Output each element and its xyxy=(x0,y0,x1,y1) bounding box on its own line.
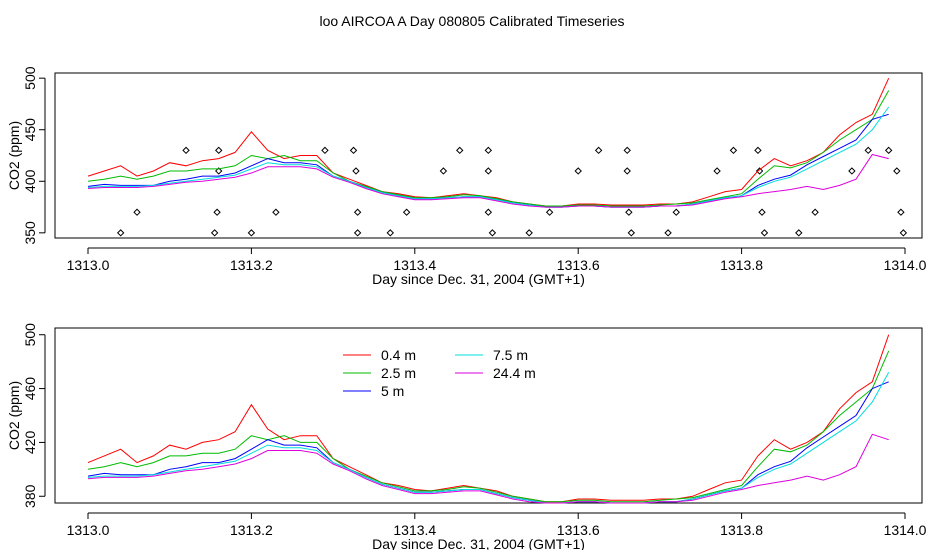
flag-marker xyxy=(352,167,360,175)
flag-marker xyxy=(755,167,764,175)
flag-marker xyxy=(625,208,633,216)
flag-marker xyxy=(272,208,280,216)
y-axis-label: CO2 (ppm) xyxy=(6,381,22,450)
x-tick-label: 1313.0 xyxy=(67,257,110,273)
flag-marker xyxy=(456,146,464,155)
flag-marker xyxy=(848,167,856,175)
flag-marker xyxy=(795,229,803,237)
x-tick-label: 1314.0 xyxy=(884,522,927,538)
flag-marker xyxy=(321,146,329,155)
flag-marker xyxy=(811,208,819,216)
y-tick-label: 500 xyxy=(22,66,38,90)
flag-marker xyxy=(386,229,394,237)
flag-marker xyxy=(247,229,256,237)
plot-frame xyxy=(54,72,923,239)
flag-marker xyxy=(627,229,636,237)
flag-marker xyxy=(623,146,631,155)
flag-marker xyxy=(484,146,493,155)
x-axis-label: Day since Dec. 31, 2004 (GMT+1) xyxy=(372,271,585,287)
flag-marker xyxy=(864,146,872,155)
y-tick-label: 380 xyxy=(22,484,38,508)
y-tick-label: 400 xyxy=(22,169,38,193)
flag-marker xyxy=(353,208,362,216)
series-line-0-4-m xyxy=(87,334,890,503)
series-line-7-5-m xyxy=(87,372,890,504)
flag-marker xyxy=(488,229,497,237)
flag-marker xyxy=(884,146,893,155)
x-tick-label: 1313.8 xyxy=(720,257,763,273)
x-tick-label: 1313.6 xyxy=(557,522,600,538)
flag-marker xyxy=(623,167,631,175)
flag-marker xyxy=(672,208,680,216)
x-tick-label: 1313.2 xyxy=(230,257,273,273)
flag-marker xyxy=(594,146,603,155)
flag-marker xyxy=(182,146,190,155)
plot-frame xyxy=(54,327,923,504)
flag-marker xyxy=(215,146,223,155)
series-line-5-m xyxy=(87,113,889,208)
x-tick-label: 1313.2 xyxy=(230,522,273,538)
x-tick-label: 1313.8 xyxy=(720,522,763,538)
x-tick-label: 1313.4 xyxy=(393,522,436,538)
flag-marker xyxy=(664,229,672,237)
flag-marker xyxy=(754,146,762,155)
series-line-2-5-m xyxy=(87,350,890,503)
flag-marker xyxy=(729,146,738,155)
legend-label-2-5-m: 2.5 m xyxy=(381,365,416,381)
flag-marker xyxy=(349,146,358,155)
series-line-2-5-m xyxy=(87,90,890,207)
series-line-24-4-m xyxy=(87,153,889,208)
legend-label-5-m: 5 m xyxy=(381,383,404,399)
legend-label-0-4-m: 0.4 m xyxy=(381,347,416,363)
x-axis-label: Day since Dec. 31, 2004 (GMT+1) xyxy=(372,536,585,550)
flag-marker xyxy=(116,229,125,237)
legend: 0.4 m 2.5 m 5 m 7.5 m 24.4 m xyxy=(343,347,536,399)
x-tick-label: 1313.0 xyxy=(67,522,110,538)
flag-marker xyxy=(899,229,908,237)
flag-marker xyxy=(484,208,493,216)
x-tick-label: 1313.6 xyxy=(557,257,600,273)
flag-marker xyxy=(484,167,493,175)
series-line-7-5-m xyxy=(87,106,890,208)
top-panel: 1313.0 1313.2 1313.4 1313.6 1313.8 1314.0 Day … xyxy=(6,66,927,287)
figure-title: loo AIRCOA A Day 080805 Calibrated Times… xyxy=(319,13,624,29)
flag-marker xyxy=(758,208,766,216)
flag-marker xyxy=(760,229,769,237)
y-tick-label: 420 xyxy=(22,431,38,455)
y-tick-label: 350 xyxy=(22,221,38,245)
flag-marker xyxy=(215,167,223,175)
flag-marker xyxy=(893,167,901,175)
flag-marker xyxy=(439,167,448,175)
series-line-0-4-m xyxy=(87,77,890,207)
bottom-panel: 1313.0 1313.2 1313.4 1313.6 1313.8 1314.0 Day … xyxy=(6,323,927,550)
flag-marker xyxy=(353,229,362,237)
y-axis-label: CO2 (ppm) xyxy=(6,121,22,190)
flag-marker xyxy=(545,208,554,216)
y-tick-label: 460 xyxy=(22,377,38,401)
flag-marker xyxy=(402,208,411,216)
legend-label-7-5-m: 7.5 m xyxy=(493,347,528,363)
flag-marker xyxy=(574,167,582,175)
legend-label-24-4-m: 24.4 m xyxy=(493,365,536,381)
flag-marker xyxy=(133,208,141,216)
flag-marker xyxy=(897,208,905,216)
x-tick-label: 1313.4 xyxy=(393,257,436,273)
x-tick-label: 1314.0 xyxy=(884,257,927,273)
y-tick-label: 500 xyxy=(22,323,38,347)
flag-marker xyxy=(213,208,221,216)
series-line-5-m xyxy=(87,381,889,504)
series-line-24-4-m xyxy=(87,433,889,504)
flag-marker xyxy=(713,167,721,175)
y-tick-label: 450 xyxy=(22,118,38,142)
flag-marker xyxy=(210,229,219,237)
flag-marker xyxy=(525,229,533,237)
